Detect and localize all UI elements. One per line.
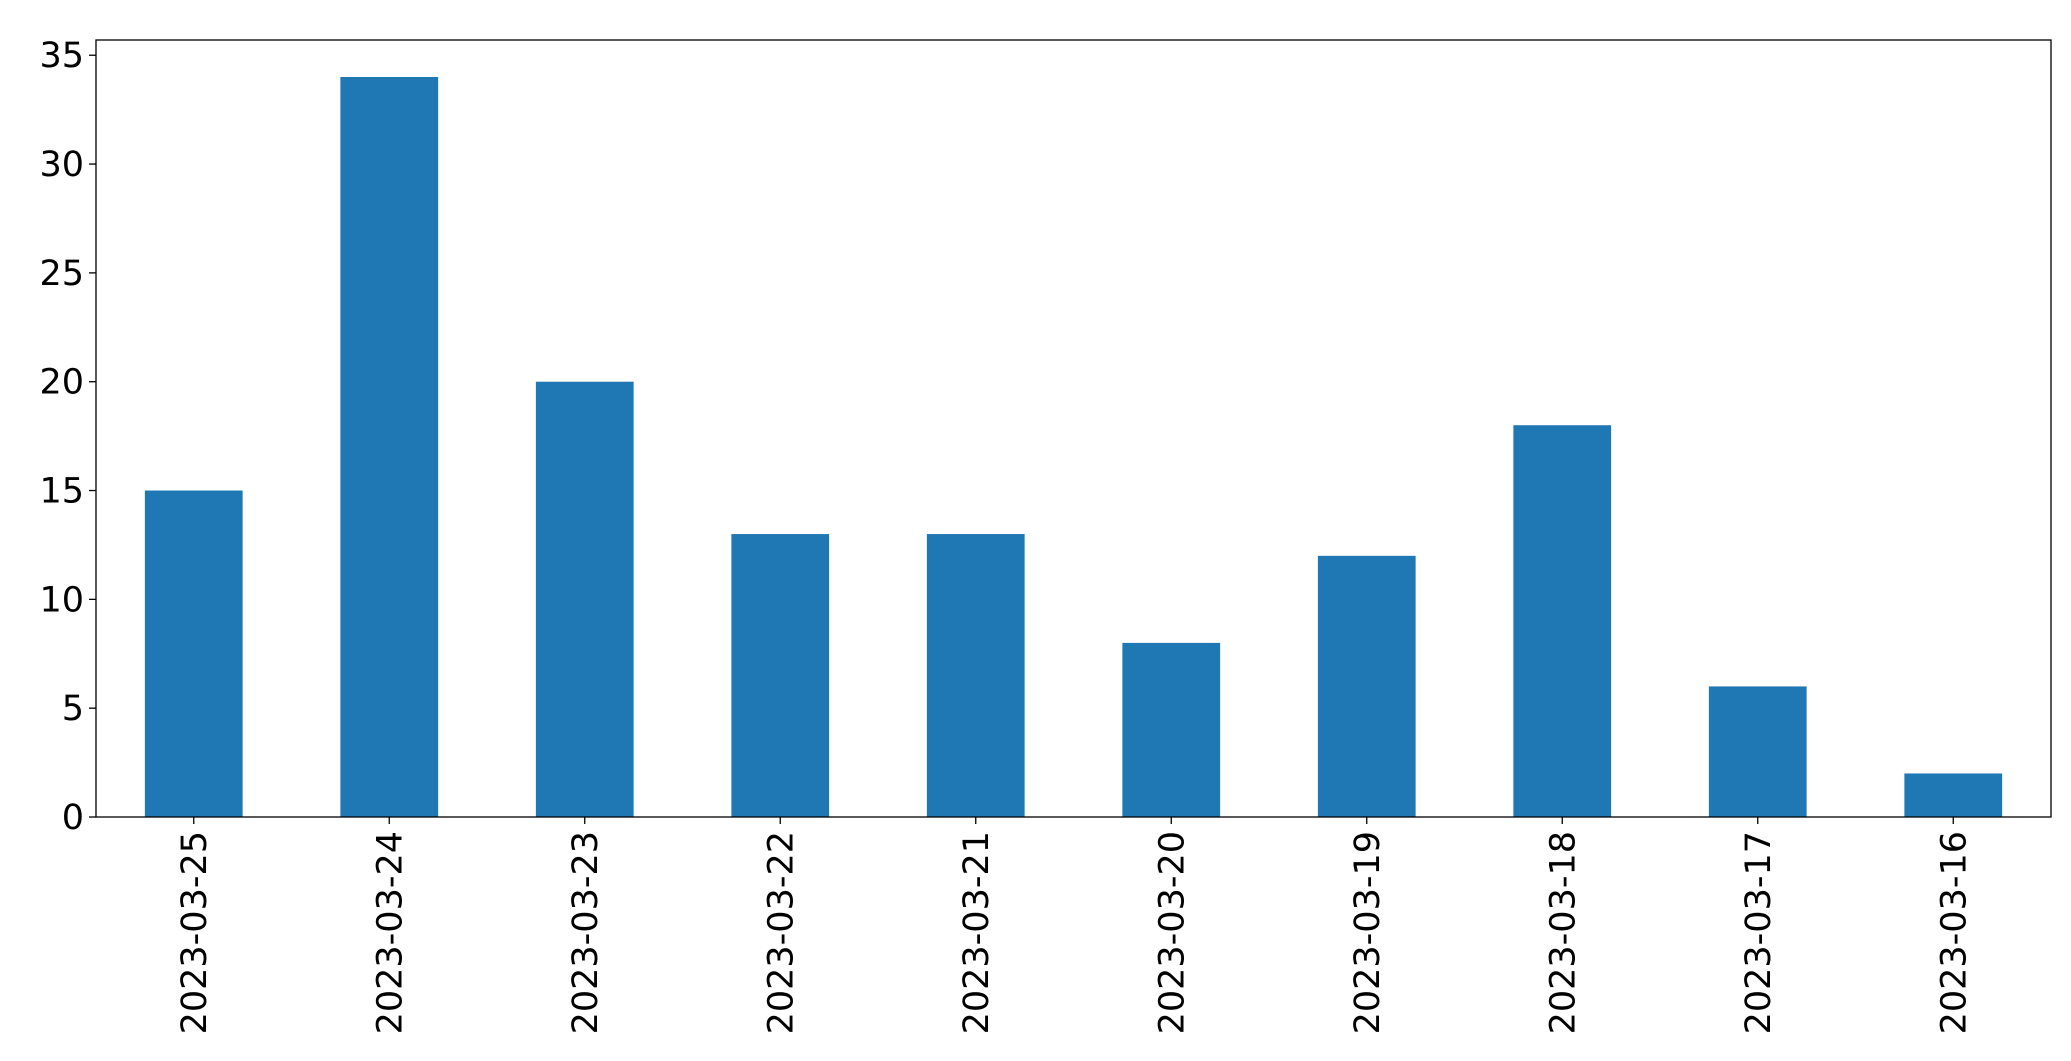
- y-tick-label: 5: [62, 689, 84, 729]
- x-tick-label: 2023-03-19: [1348, 831, 1388, 1034]
- bar: [731, 534, 830, 817]
- x-tick-label: 2023-03-21: [957, 831, 997, 1034]
- y-tick-label: 15: [39, 472, 84, 512]
- y-tick-label: 35: [39, 36, 84, 76]
- x-tick-label: 2023-03-17: [1739, 831, 1779, 1034]
- bar: [1317, 555, 1416, 817]
- plot-frame: [95, 39, 2052, 818]
- bar: [1122, 642, 1221, 817]
- x-tick-label: 2023-03-18: [1543, 831, 1583, 1034]
- x-tick-label: 2023-03-16: [1934, 831, 1974, 1034]
- bar: [1513, 425, 1612, 817]
- x-tick-label: 2023-03-22: [761, 831, 801, 1034]
- y-tick-label: 25: [39, 254, 84, 294]
- y-tick-label: 0: [62, 798, 84, 838]
- x-tick-label: 2023-03-25: [175, 831, 215, 1034]
- y-tick-label: 30: [39, 145, 84, 185]
- y-tick-label: 20: [39, 363, 84, 403]
- bar: [1708, 686, 1807, 817]
- x-tick-label: 2023-03-24: [370, 831, 410, 1034]
- x-tick-label: 2023-03-20: [1152, 831, 1192, 1034]
- bar: [926, 534, 1025, 817]
- bar: [340, 77, 439, 817]
- bar: [144, 490, 243, 817]
- x-tick-label: 2023-03-23: [566, 831, 606, 1034]
- bar: [1904, 773, 2003, 817]
- bar: [535, 381, 634, 817]
- y-tick-label: 10: [39, 580, 84, 620]
